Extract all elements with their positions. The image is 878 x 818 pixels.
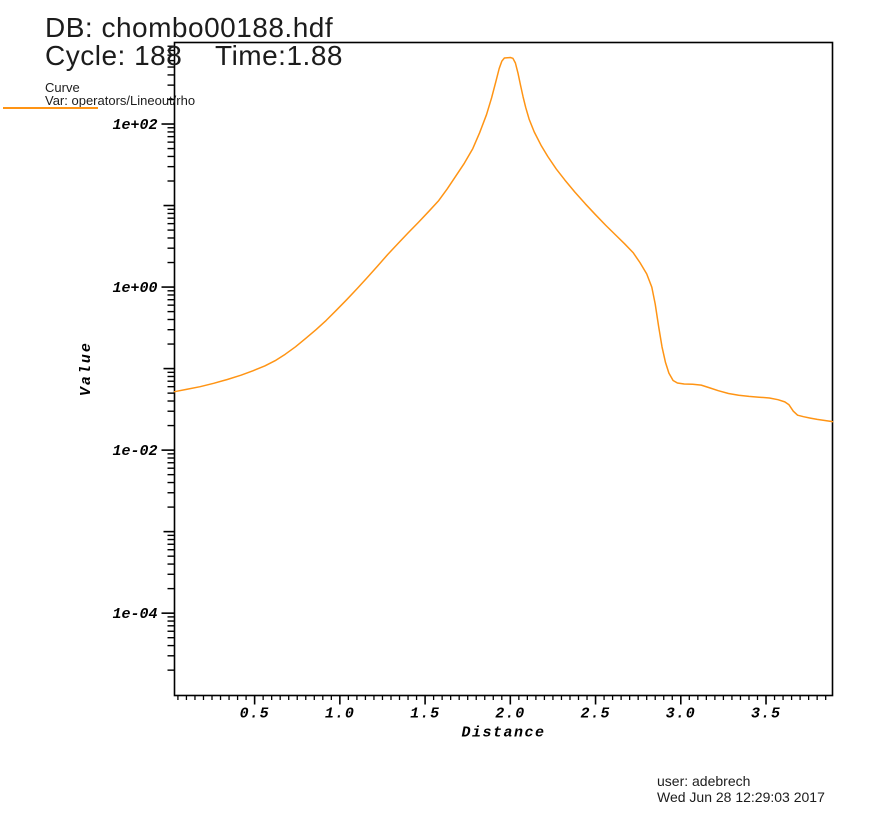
y-tick-label: 1e-02: [112, 443, 157, 460]
x-tick-label: 1.0: [325, 706, 355, 723]
database-title: DB: chombo00188.hdf: [45, 12, 334, 43]
user-label: user: adebrech: [657, 773, 751, 789]
x-tick-label: 1.5: [410, 706, 440, 723]
curve-line: [173, 56, 834, 423]
timestamp-label: Wed Jun 28 12:29:03 2017: [657, 789, 825, 805]
x-tick-label: 2.0: [495, 706, 525, 723]
y-tick-label: 1e+02: [112, 117, 157, 134]
legend-plot-type: Curve: [45, 80, 80, 95]
legend-var-label: Var: operators/Lineout/rho: [45, 93, 196, 108]
y-tick-label: 1e-04: [112, 606, 157, 623]
x-tick-label: 2.5: [581, 706, 611, 723]
x-tick-label: 0.5: [240, 706, 270, 723]
x-tick-label: 3.0: [666, 706, 696, 723]
y-tick-label: 1e+00: [112, 280, 157, 297]
time-label: Time:1.88: [215, 40, 343, 71]
plot-canvas[interactable]: 1e+02 1e+00 1e-02 1e-04 0.5 1.0 1.5 2.0 2.5 3.0 3.…: [0, 0, 878, 760]
cycle-label: Cycle: 188: [45, 40, 183, 71]
x-tick-label: 3.5: [751, 706, 781, 723]
y-axis-title: Value: [78, 341, 95, 396]
x-axis-title: Distance: [461, 725, 545, 742]
legend-curve-swatch: [3, 107, 98, 109]
plot-border: [173, 41, 834, 697]
